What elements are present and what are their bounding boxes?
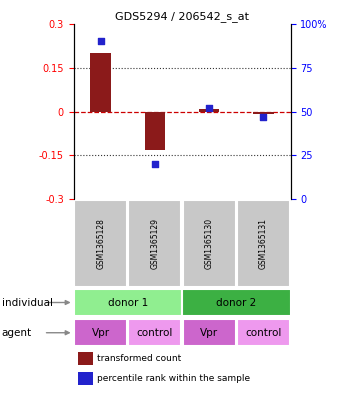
Bar [90, 53, 111, 112]
Point [152, 161, 158, 167]
Text: Vpr: Vpr [200, 328, 218, 338]
Text: transformed count: transformed count [97, 354, 182, 363]
Bar [128, 200, 181, 286]
Bar [237, 319, 290, 346]
Text: donor 2: donor 2 [216, 298, 256, 307]
Text: agent: agent [2, 328, 32, 338]
Bar [78, 372, 93, 385]
Bar [74, 289, 182, 316]
Text: GSM1365128: GSM1365128 [96, 218, 105, 269]
Bar [183, 200, 236, 286]
Point [98, 38, 104, 44]
Title: GDS5294 / 206542_s_at: GDS5294 / 206542_s_at [115, 11, 249, 22]
Text: GSM1365129: GSM1365129 [150, 218, 159, 269]
Bar [199, 108, 219, 112]
Bar [128, 319, 181, 346]
Bar [253, 112, 274, 114]
Text: GSM1365131: GSM1365131 [259, 218, 268, 269]
Bar [182, 289, 290, 316]
Bar [74, 319, 127, 346]
Text: GSM1365130: GSM1365130 [205, 218, 214, 269]
Bar [237, 200, 290, 286]
Text: Vpr: Vpr [92, 328, 110, 338]
Bar [183, 319, 236, 346]
Text: donor 1: donor 1 [108, 298, 148, 307]
Bar [74, 200, 127, 286]
Bar [78, 352, 93, 365]
Point [260, 114, 266, 120]
Point [206, 105, 212, 111]
Text: individual: individual [2, 298, 53, 307]
Text: control: control [137, 328, 173, 338]
Bar [145, 112, 165, 150]
Text: percentile rank within the sample: percentile rank within the sample [97, 374, 251, 383]
Text: control: control [245, 328, 281, 338]
